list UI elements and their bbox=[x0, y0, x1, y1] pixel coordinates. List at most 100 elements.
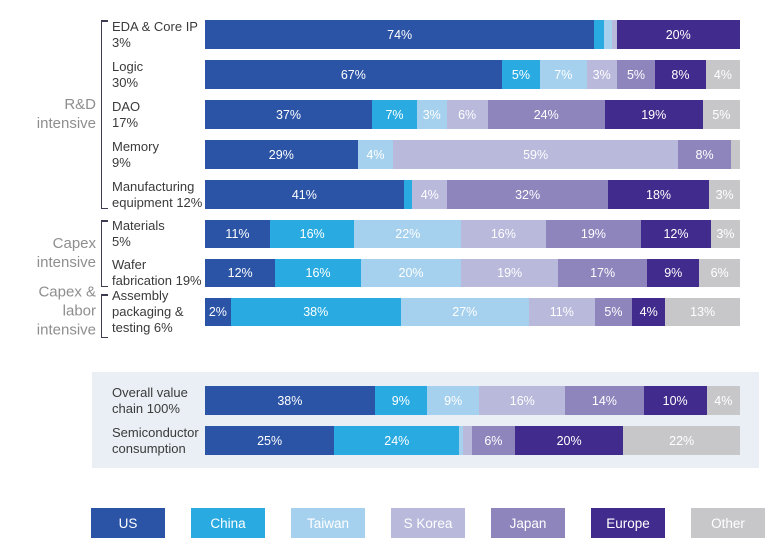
segment-value-label: 3% bbox=[715, 187, 734, 202]
segment-other: 5% bbox=[702, 100, 740, 129]
segment-value-label: 12% bbox=[663, 227, 689, 241]
segment-us: 74% bbox=[205, 20, 595, 49]
segment-value-label: 11% bbox=[549, 305, 574, 319]
segment-value-label: 5% bbox=[511, 67, 530, 82]
segment-japan: 17% bbox=[558, 259, 648, 287]
segment-value-label: 20% bbox=[665, 27, 691, 42]
group-bracket-capex bbox=[101, 220, 109, 287]
segment-value-label: 19% bbox=[641, 107, 667, 122]
bar-row-eda: 74% 20% bbox=[205, 20, 740, 49]
segment-europe: 10% bbox=[643, 386, 707, 415]
bar-row-memory: 29% 4% 59% 8% bbox=[205, 140, 740, 169]
group-bracket-capexlabor bbox=[101, 294, 109, 338]
segment-value-label: 8% bbox=[695, 147, 714, 162]
legend-item-china: China bbox=[191, 508, 265, 538]
segment-other: 22% bbox=[623, 426, 741, 455]
row-label-logic: Logic 30% bbox=[112, 58, 144, 90]
segment-taiwan: 27% bbox=[400, 298, 529, 326]
segment-china: 24% bbox=[334, 426, 460, 455]
bar-row-dao: 37% 7% 3% 6% 24% 19% 5% bbox=[205, 100, 740, 129]
segment-us: 67% bbox=[205, 60, 502, 89]
segment-skorea: 6% bbox=[446, 100, 488, 129]
segment-value-label: 13% bbox=[690, 305, 716, 319]
segment-skorea: 16% bbox=[479, 386, 566, 415]
segment-value-label: 11% bbox=[225, 227, 250, 241]
segment-value-label: 27% bbox=[452, 305, 478, 319]
legend-item-europe: Europe bbox=[591, 508, 665, 538]
segment-japan: 8% bbox=[677, 140, 732, 169]
segment-value-label: 16% bbox=[509, 393, 535, 408]
segment-value-label: 67% bbox=[340, 67, 366, 82]
legend-item-japan: Japan bbox=[491, 508, 565, 538]
bar-row-semiconductor-consumption: 25% 24% 6% 20% 22% bbox=[205, 426, 741, 455]
segment-japan: 24% bbox=[487, 100, 605, 129]
row-label-dao: DAO 17% bbox=[112, 98, 141, 130]
segment-value-label: 10% bbox=[662, 393, 688, 408]
segment-value-label: 5% bbox=[626, 67, 646, 82]
segment-us: 11% bbox=[205, 220, 270, 248]
segment-value-label: 20% bbox=[556, 433, 582, 448]
segment-taiwan: 9% bbox=[427, 386, 480, 415]
segment-other: 3% bbox=[710, 220, 740, 248]
legend-item-us: US bbox=[91, 508, 165, 538]
segment-value-label: 19% bbox=[497, 266, 523, 280]
bar-row-overall-value-chain: 38% 9% 9% 16% 14% 10% 4% bbox=[205, 386, 740, 415]
segment-value-label: 74% bbox=[387, 27, 413, 42]
segment-other: 6% bbox=[699, 259, 740, 287]
segment-europe: 12% bbox=[641, 220, 711, 248]
segment-taiwan: 3% bbox=[416, 100, 447, 129]
segment-skorea: 4% bbox=[412, 180, 448, 209]
segment-value-label: 6% bbox=[484, 433, 503, 448]
segment-us: 12% bbox=[205, 259, 276, 287]
segment-value-label: 4% bbox=[714, 393, 733, 408]
segment-value-label: 59% bbox=[523, 147, 549, 162]
row-label-semiconductor-consumption: Semiconductor consumption bbox=[112, 424, 199, 456]
segment-value-label: 3% bbox=[422, 107, 441, 122]
segment-japan: 32% bbox=[447, 180, 608, 209]
segment-us: 37% bbox=[205, 100, 373, 129]
segment-value-label: 25% bbox=[257, 433, 283, 448]
segment-us: 29% bbox=[205, 140, 358, 169]
segment-value-label: 12% bbox=[227, 266, 253, 280]
segment-value-label: 7% bbox=[385, 107, 404, 122]
segment-japan: 14% bbox=[565, 386, 644, 415]
legend-item-skorea: S Korea bbox=[391, 508, 465, 538]
group-label-capex: Capex intensive bbox=[36, 235, 96, 271]
segment-value-label: 29% bbox=[268, 147, 294, 162]
row-label-wafer-fabrication: Wafer fabrication 19% bbox=[112, 257, 202, 288]
segment-europe: 4% bbox=[632, 298, 666, 326]
segment-value-label: 16% bbox=[299, 227, 325, 241]
segment-value-label: 16% bbox=[490, 227, 516, 241]
segment-value-label: 24% bbox=[384, 433, 410, 448]
row-label-mfg-equipment: Manufacturing equipment 12% bbox=[112, 178, 203, 210]
segment-europe: 19% bbox=[604, 100, 703, 129]
segment-china: 16% bbox=[275, 259, 361, 287]
segment-value-label: 37% bbox=[275, 107, 302, 122]
segment-china bbox=[403, 180, 413, 209]
row-label-eda: EDA & Core IP 3% bbox=[112, 18, 198, 50]
segment-value-label: 9% bbox=[664, 266, 683, 280]
segment-us: 2% bbox=[205, 298, 231, 326]
segment-value-label: 24% bbox=[533, 107, 559, 122]
row-label-materials: Materials 5% bbox=[112, 218, 165, 249]
bar-row-mfg-equipment: 41% 4% 32% 18% 3% bbox=[205, 180, 740, 209]
segment-value-label: 5% bbox=[604, 305, 623, 319]
segment-china bbox=[594, 20, 605, 49]
segment-value-label: 3% bbox=[716, 227, 735, 241]
segment-value-label: 6% bbox=[710, 266, 729, 280]
segment-europe: 18% bbox=[607, 180, 710, 209]
segment-other: 4% bbox=[705, 60, 740, 89]
group-label-capexlabor: Capex & labor intensive bbox=[36, 283, 96, 339]
bar-row-materials: 11% 16% 22% 16% 19% 12% 3% bbox=[205, 220, 740, 248]
group-bracket-rd bbox=[101, 20, 109, 209]
segment-other: 4% bbox=[706, 386, 740, 415]
segment-value-label: 9% bbox=[391, 393, 410, 408]
segment-taiwan: 20% bbox=[360, 259, 462, 287]
bar-row-logic: 67% 5% 7% 3% 5% 8% 4% bbox=[205, 60, 740, 89]
segment-value-label: 6% bbox=[458, 107, 477, 122]
segment-china: 9% bbox=[374, 386, 427, 415]
segment-china: 38% bbox=[230, 298, 401, 326]
segment-china: 5% bbox=[501, 60, 541, 89]
bar-row-assembly: 2% 38% 27% 11% 5% 4% 13% bbox=[205, 298, 740, 326]
